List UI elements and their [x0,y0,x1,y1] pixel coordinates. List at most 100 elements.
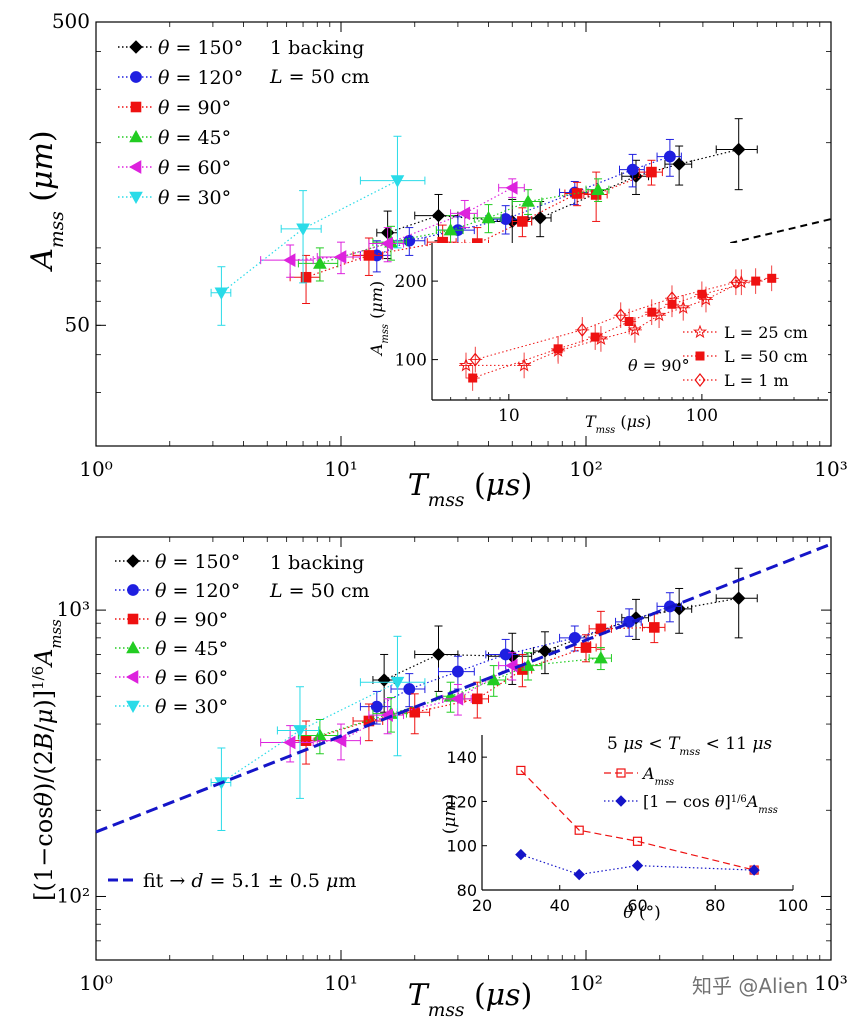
bottom-inset-title-part: μs [623,734,643,754]
top-legend-label-part: = 60° [169,157,231,179]
bottom-legend-marker [125,670,139,684]
top-legend-marker [130,71,142,83]
bottom-inset-legend-label-part: θ [715,792,725,811]
top-xlabel-part: T [408,468,430,503]
bottom-ylabel-part: 1−cos [30,806,58,882]
top-ylabel-part: ( [25,190,60,211]
top-inset-xlabel: Tmss (μs) [585,412,651,436]
bottom-point [594,651,608,664]
top-inset-legend-label-part: L [724,371,735,390]
top-ylabel-part: A [25,248,60,273]
bottom-legend-label-part: = 90° [166,609,228,631]
bottom-legend-label-part: θ [155,696,167,718]
bottom-inset-legend-marker [615,795,627,807]
bottom-fit-label-part: m [338,870,356,892]
bottom-legend-label-part: θ [155,609,167,631]
bottom-point [568,631,581,644]
top-legend-label-part: = 45° [169,127,231,149]
top-inset-annotation: θ = 90° [628,356,690,375]
bottom-point [580,642,592,653]
top-inset-point [469,352,481,367]
top-legend-marker [129,129,143,143]
top-inset-ytick-label: 100 [395,351,427,371]
top-legend-label-part: = 30° [169,187,231,209]
top-ytick-label: 50 [65,312,90,336]
top-point [663,150,676,163]
top-inset-point [730,275,742,290]
bottom-legend-label: θ = 150° [155,551,240,573]
top-xtick-label: 10⁰ [79,457,112,481]
bottom-inset-point [748,864,760,876]
bottom-legend-label-part: = 60° [166,667,228,689]
bottom-annotation-length: L = 50 cm [269,580,370,602]
top-xtick-label: 10² [569,457,602,481]
bottom-point [471,693,483,705]
bottom-inset-legend-label-part: [1 − cos [643,792,715,811]
top-inset-ylabel: Amss (μm) [367,281,391,357]
bottom-legend-label-part: θ [155,638,167,660]
top-inset-point [647,307,657,317]
top-point [443,223,458,236]
top-annotation-backing: 1 backing [270,37,364,59]
top-inset-legend-label-part: L [724,323,735,342]
top-point [431,208,446,223]
bottom-ytick-label: 10² [57,883,90,907]
top-inset-annotation-part: = 90° [638,356,690,375]
top-inset-annotation-part: θ [628,356,638,375]
top-point [481,210,496,224]
top-inset-point [458,357,474,372]
top-inset-ylabel-part: A [367,344,386,358]
top-legend-label: θ = 90° [158,97,231,119]
bottom-inset-legend-label: [1 − cos θ]1/6Amss [643,792,778,816]
bottom-point [377,673,391,687]
top-series-line [319,189,599,264]
bottom-inset-xtick-label: 60 [627,896,647,915]
bottom-point [283,735,296,750]
bottom-ylabel: [(1−cosθ)/(2B/μ)]1/6Amss [29,619,65,901]
top-ylabel-part: ) [25,130,60,142]
bottom-point [450,691,464,706]
bottom-ylabel-part: θ [30,791,58,806]
bottom-inset-title-part: < [643,734,668,754]
top-point [300,271,312,283]
top-inset-ylabel-part: ( [367,313,386,324]
top-inset-point [624,317,634,326]
top-legend-label-part: θ [158,97,170,119]
top-series-5 [210,135,426,326]
bottom-point [731,591,746,605]
top-inset-point [767,273,777,283]
bottom-ylabel-part: mss [47,619,65,649]
bottom-point [409,706,421,718]
bottom-inset-xlabel-part: θ [623,903,633,923]
top-point [672,157,686,171]
bottom-series-1 [359,592,682,725]
top-inset-legend-label-part: = 1 m [735,371,789,390]
bottom-legend-label-part: = 150° [166,551,240,573]
bottom-inset-ylabel: (μm) [440,794,460,834]
bottom-point [648,622,660,633]
bottom-legend-label-part: θ [155,667,167,689]
bottom-fit-label-part: fit → [143,870,191,892]
bottom-legend-marker [127,613,139,625]
bottom-inset-xtick-label: 20 [472,896,492,915]
bottom-inset-point [516,765,526,776]
top-legend-label: θ = 120° [158,67,243,89]
bottom-inset-ylabel-part: ) [440,794,460,801]
top-legend-label-part: θ [158,157,170,179]
top-point [296,223,310,236]
top-inset-legend-label-part: = 50 cm [735,347,808,366]
bottom-fit-label-part: μ [326,870,338,892]
bottom-point [499,648,512,661]
bottom-inset-point [573,868,585,881]
bottom-inset-title-part: μs [752,734,772,754]
bottom-series-line [221,681,398,784]
bottom-ylabel-part: A [30,649,58,668]
bottom-ylabel-part: / [30,723,58,732]
top-inset-series-line [466,281,742,366]
bottom-inset-legend-label-part: mss [655,777,675,788]
bottom-xtick-label: 10² [569,971,602,995]
top-ylabel-part: mss [47,211,68,248]
bottom-inset-xtick-label: 80 [705,896,725,915]
